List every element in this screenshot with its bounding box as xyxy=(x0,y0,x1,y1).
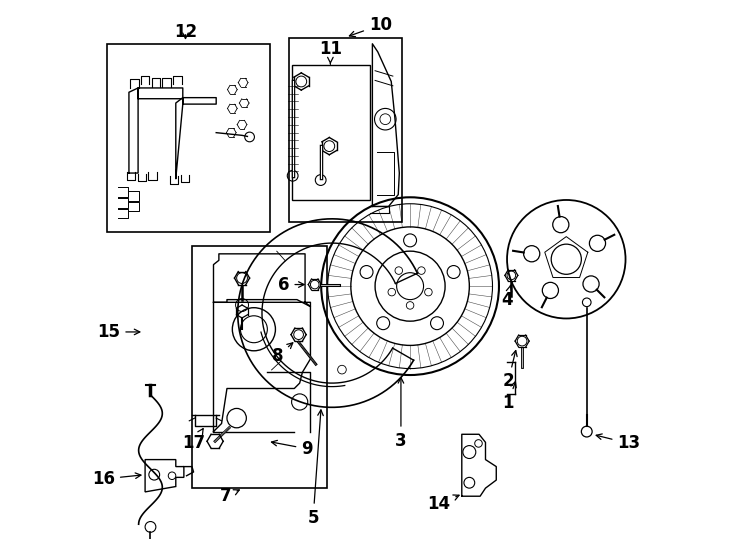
Text: 9: 9 xyxy=(272,440,313,458)
Text: 4: 4 xyxy=(501,285,513,309)
Bar xyxy=(107,44,270,232)
Text: 17: 17 xyxy=(182,429,205,453)
Text: 5: 5 xyxy=(308,410,323,526)
Text: 3: 3 xyxy=(395,377,407,450)
Text: 12: 12 xyxy=(174,23,197,41)
Bar xyxy=(291,65,370,200)
Text: 15: 15 xyxy=(98,323,140,341)
Text: 8: 8 xyxy=(272,343,293,365)
Text: 10: 10 xyxy=(349,16,392,37)
Bar xyxy=(192,246,327,488)
Text: 13: 13 xyxy=(596,434,641,453)
Text: 11: 11 xyxy=(319,40,342,64)
Text: 2: 2 xyxy=(502,350,517,390)
Text: 6: 6 xyxy=(278,275,304,294)
Bar xyxy=(289,38,402,221)
Text: 7: 7 xyxy=(220,487,239,505)
Text: 1: 1 xyxy=(502,382,516,412)
Text: 14: 14 xyxy=(427,495,459,514)
Text: 16: 16 xyxy=(92,470,141,488)
